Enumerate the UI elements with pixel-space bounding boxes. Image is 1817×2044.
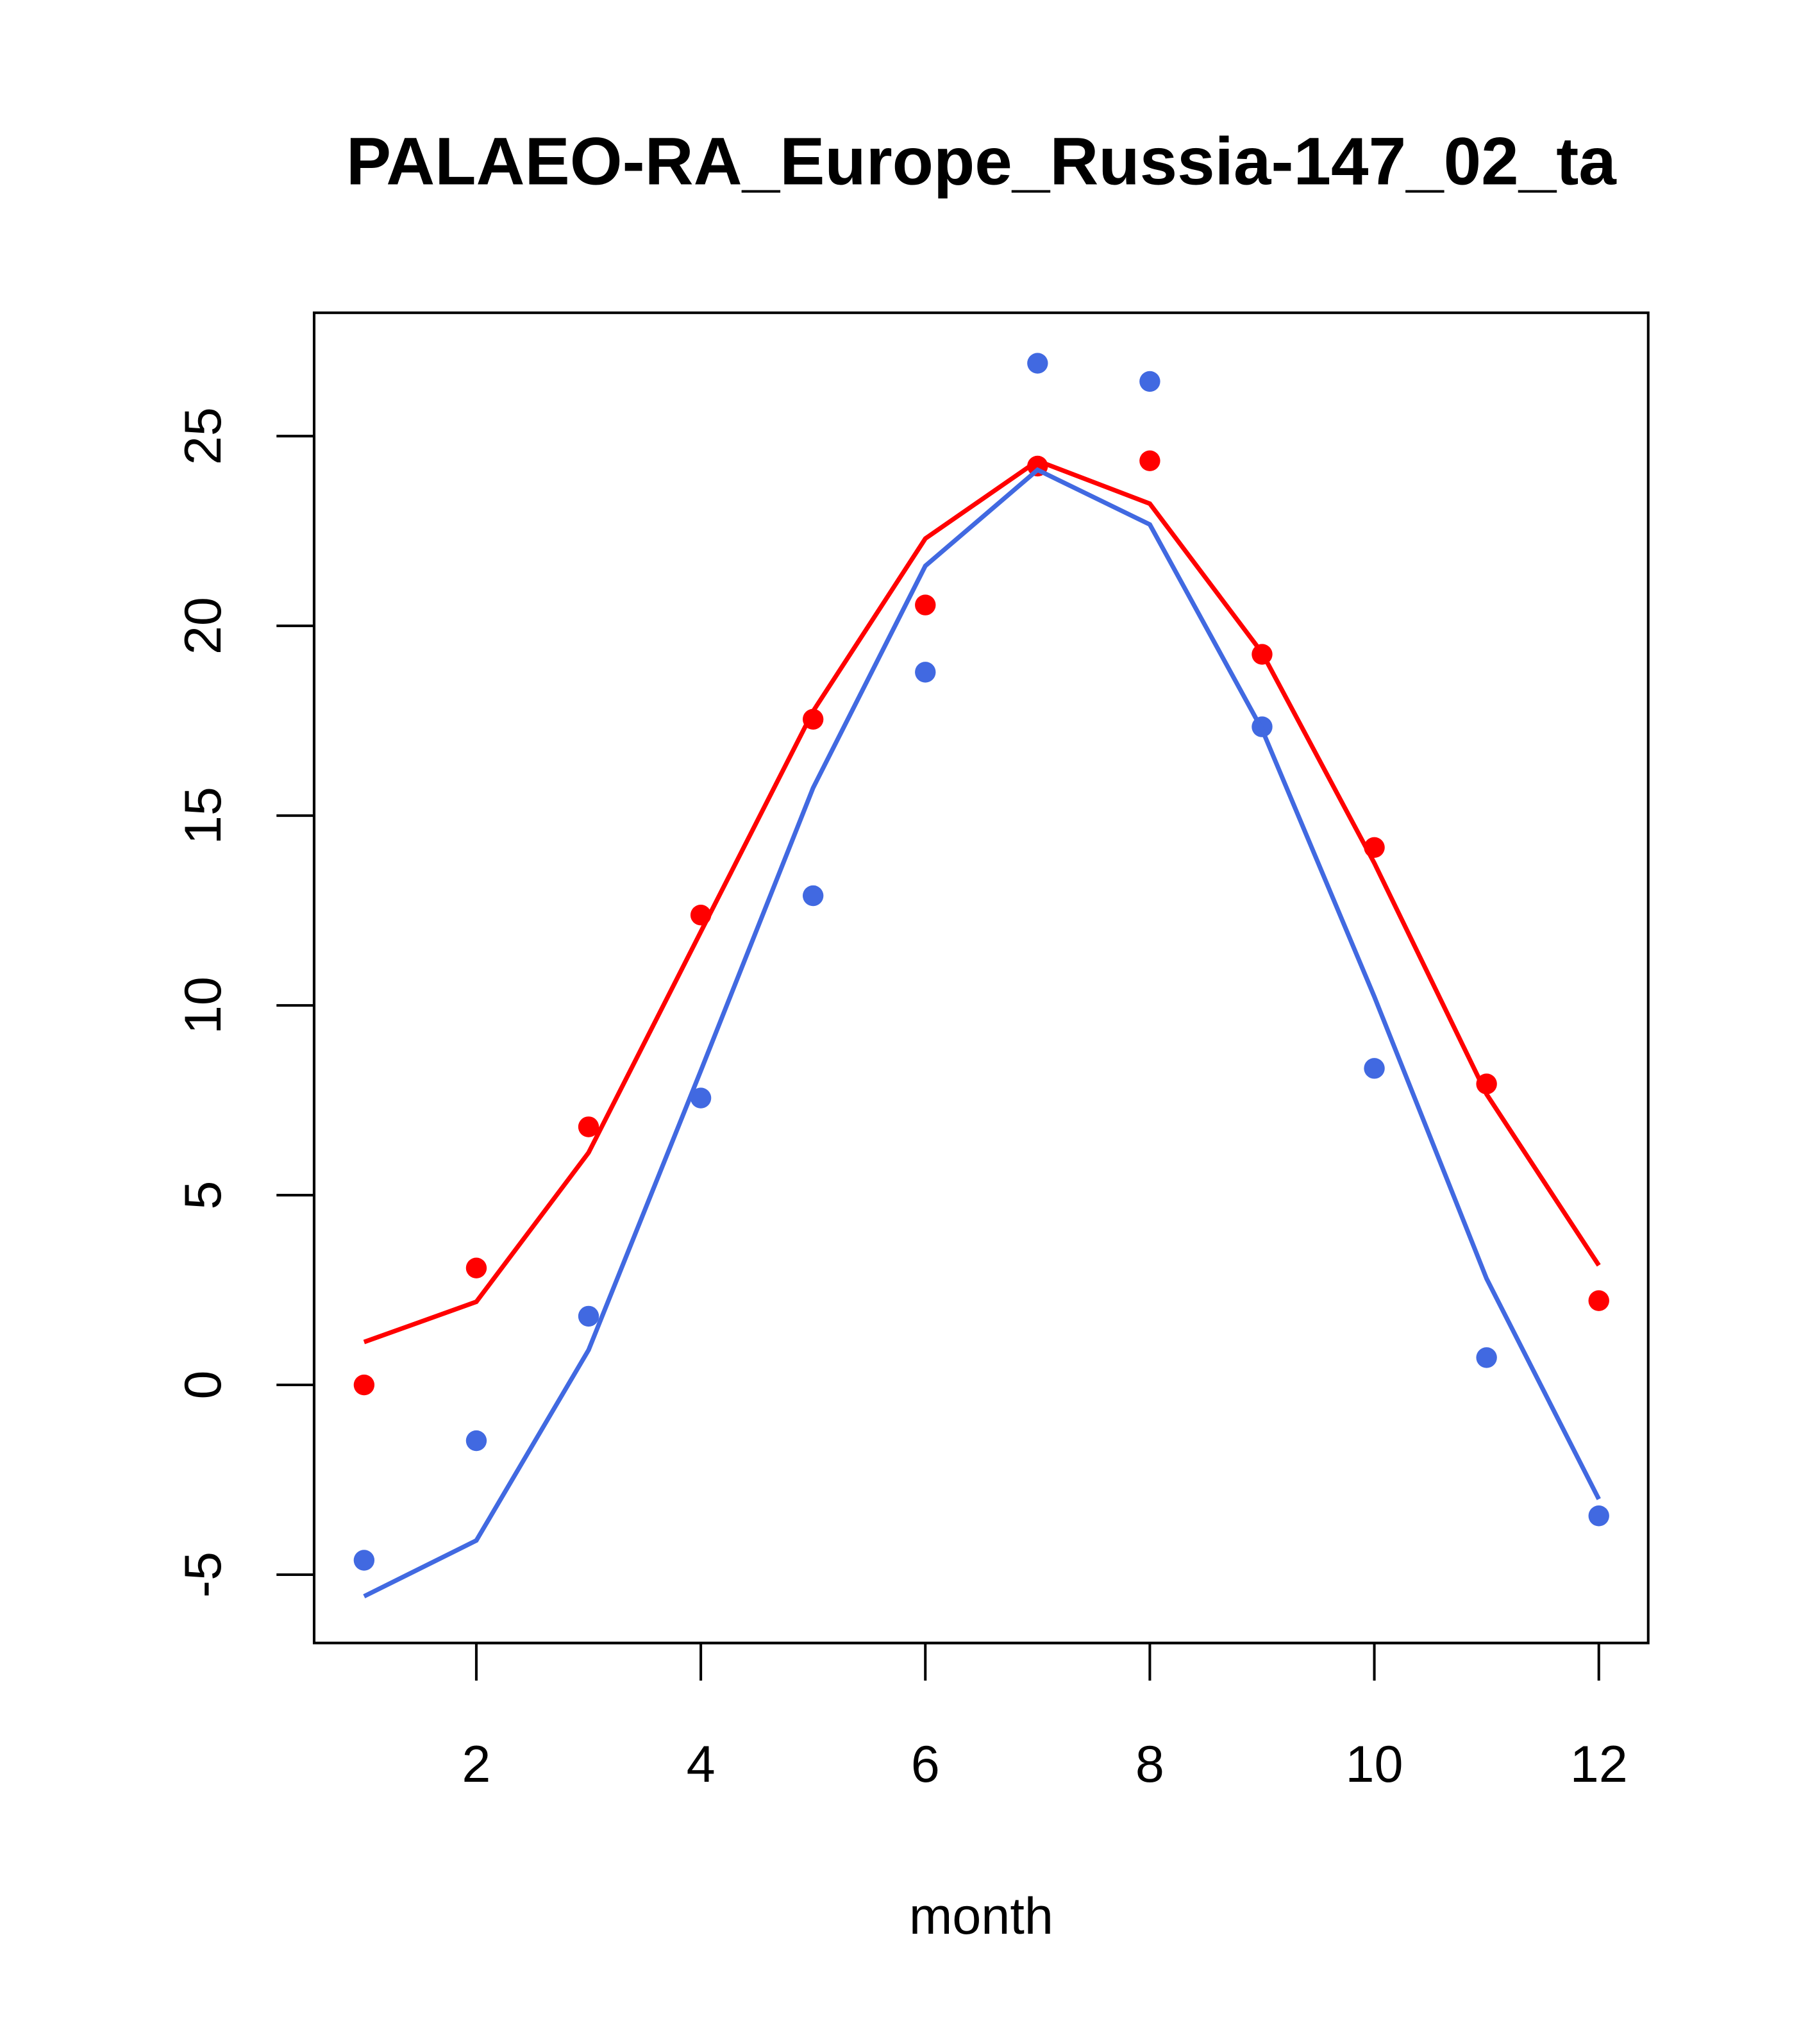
x-tick-label: 2 (462, 1736, 490, 1793)
blue-points-point (465, 1430, 487, 1452)
blue-line-series (363, 467, 1601, 1598)
x-axis-label: month (909, 1888, 1053, 1945)
x-tick-label: 4 (687, 1736, 716, 1793)
red-line-series (363, 458, 1601, 1345)
blue-points-point (1139, 371, 1160, 392)
blue-points-point (915, 662, 936, 683)
blue-points-point (353, 1550, 375, 1571)
blue-points-point (1027, 353, 1048, 374)
plot-frame (312, 311, 1650, 1645)
y-tick-label: 20 (174, 597, 232, 655)
blue-points-point (802, 885, 824, 907)
y-tick-label: -5 (174, 1552, 232, 1598)
x-tick-label: 10 (1346, 1736, 1403, 1793)
red-points-point (578, 1116, 599, 1137)
data-marks (353, 353, 1609, 1598)
y-axis: -5 0 5 10 15 20 25 (174, 407, 315, 1598)
blue-points-point (690, 1087, 712, 1109)
x-tick-label: 12 (1570, 1736, 1628, 1793)
y-tick-label: 0 (174, 1371, 232, 1400)
y-tick-label: 25 (174, 407, 232, 465)
red-points-point (1588, 1290, 1609, 1311)
red-points-point (353, 1374, 375, 1396)
blue-points-point (1476, 1347, 1497, 1368)
red-points-point (1139, 450, 1160, 471)
y-tick-label: 15 (174, 787, 232, 844)
red-points-point (915, 594, 936, 616)
x-axis: 2 4 6 8 10 12 (462, 1641, 1628, 1793)
blue-points-point (1588, 1505, 1609, 1527)
blue-points-point (1364, 1058, 1385, 1079)
chart-title: PALAEO-RA_Europe_Russia-147_02_ta (346, 124, 1617, 199)
y-tick-label: 5 (174, 1181, 232, 1210)
x-tick-label: 8 (1135, 1736, 1164, 1793)
blue-points-point (578, 1305, 599, 1327)
x-tick-label: 6 (911, 1736, 940, 1793)
y-tick-label: 10 (174, 976, 232, 1034)
red-points-point (465, 1257, 487, 1278)
